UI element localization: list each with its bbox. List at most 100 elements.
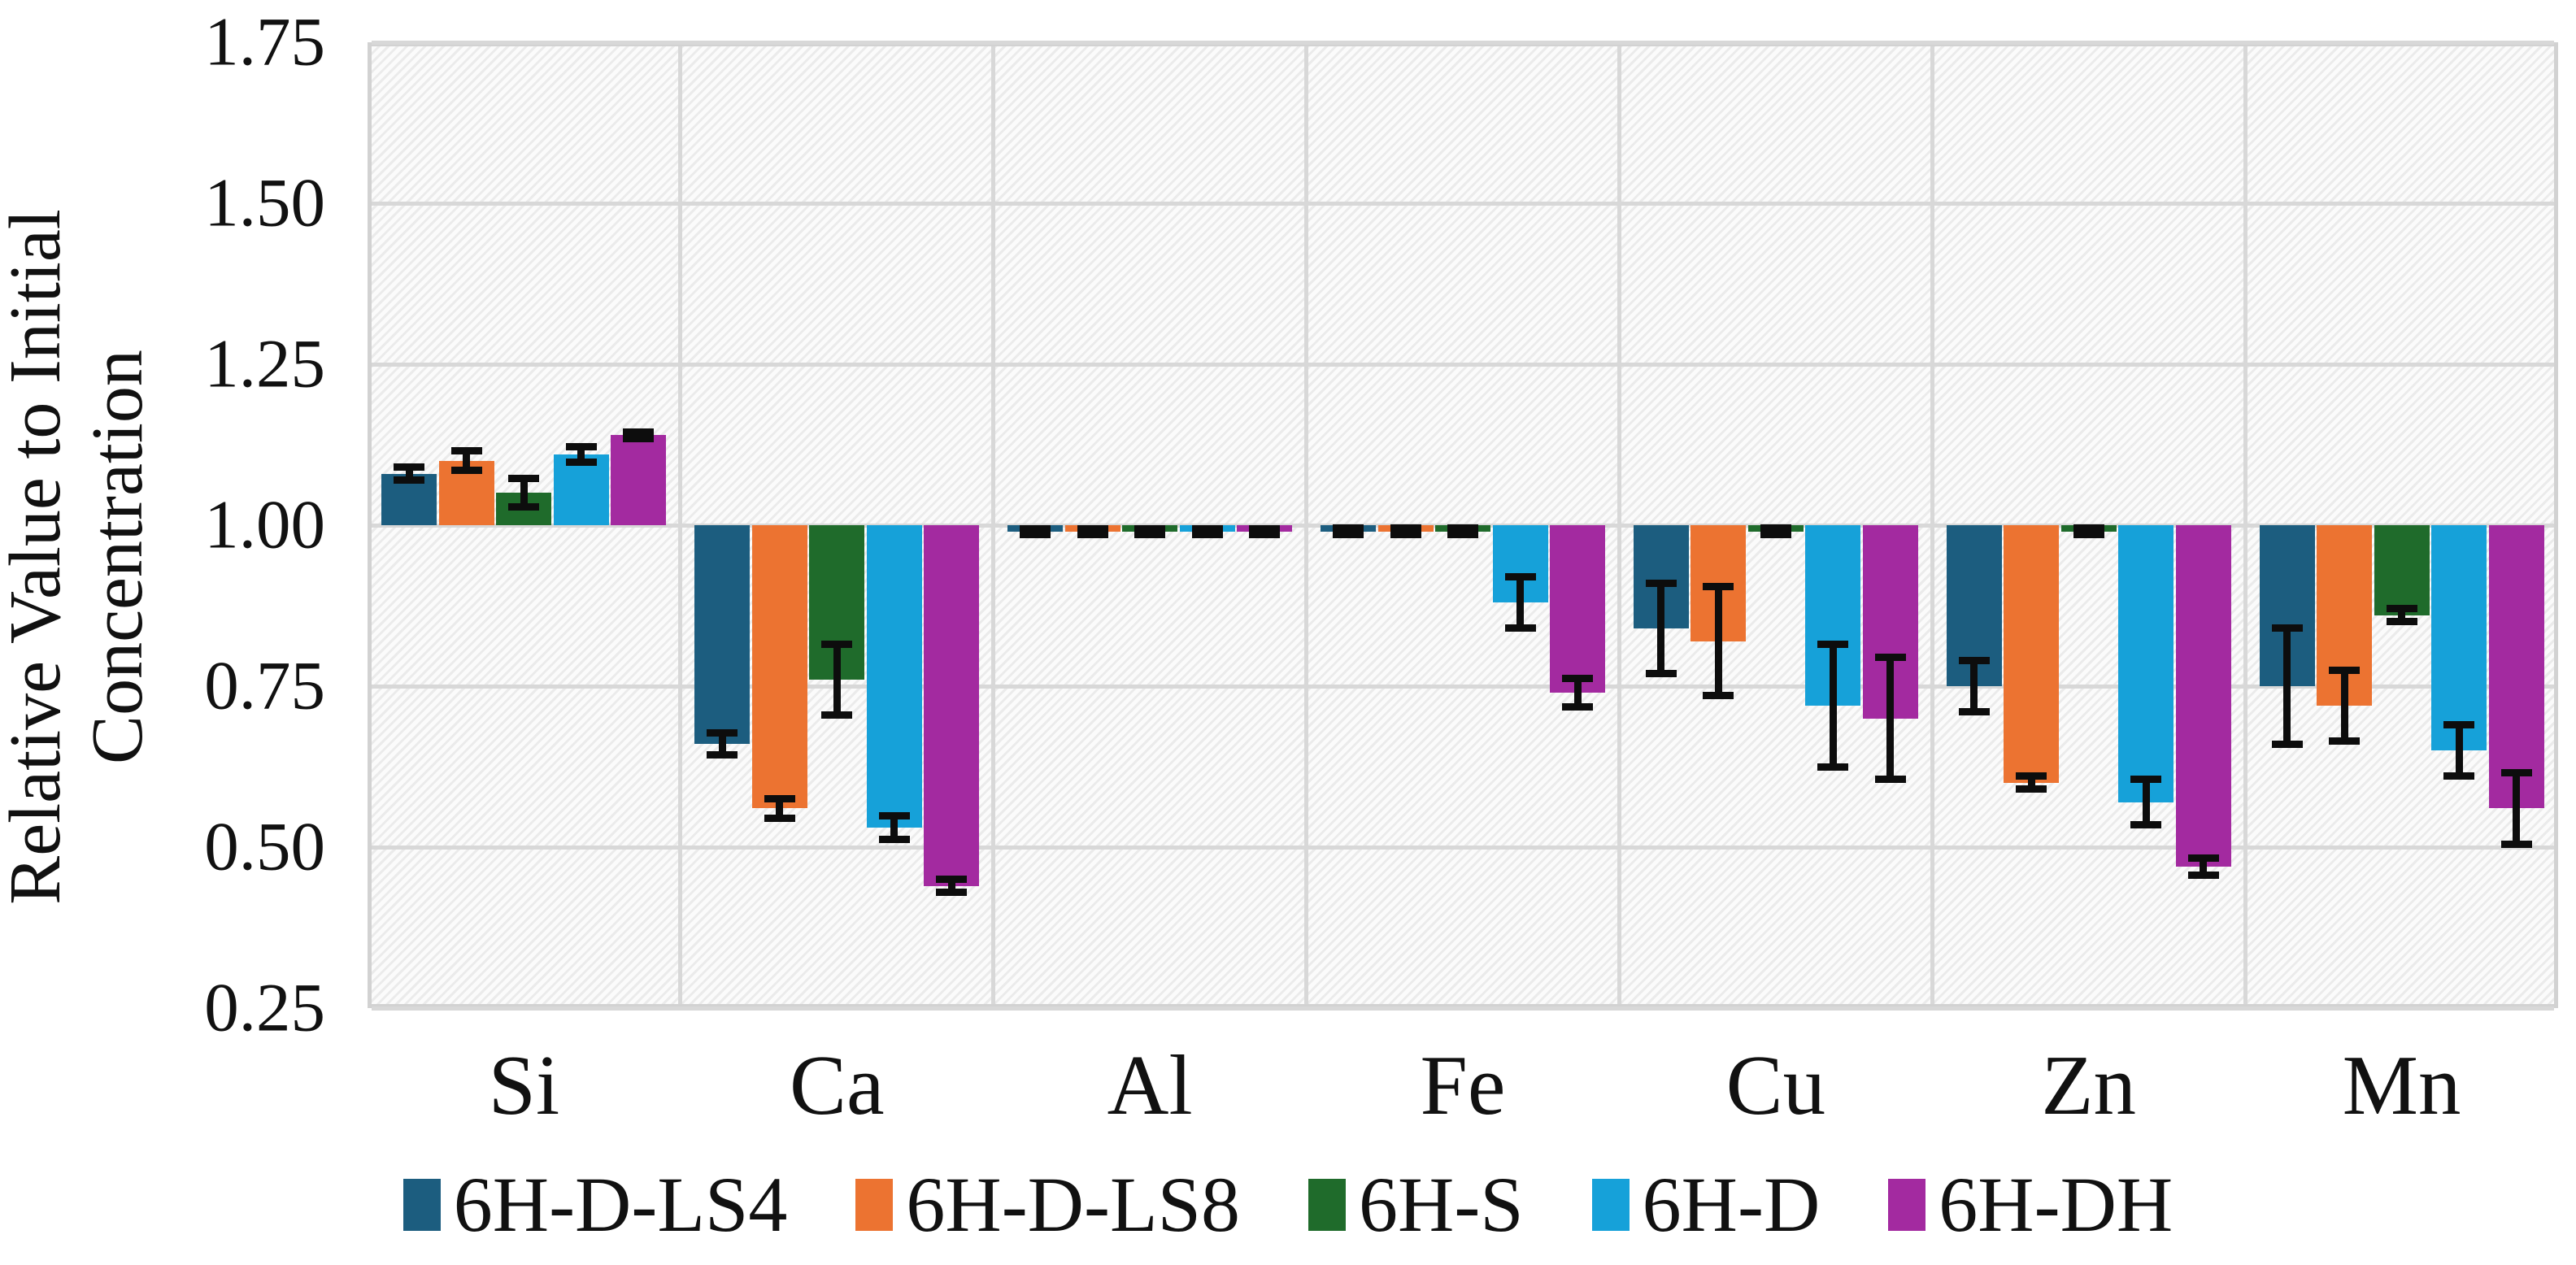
error-bar-cap: [936, 876, 968, 884]
error-bar-cap: [1191, 525, 1223, 533]
error-bar-cap: [394, 463, 425, 472]
error-bar-cap: [936, 888, 968, 896]
error-bar-cap: [764, 795, 795, 803]
error-bar-cap: [2500, 769, 2532, 777]
error-bar: [463, 450, 471, 471]
y-tick-label: 0.25: [204, 969, 325, 1046]
error-bar-cap: [1760, 524, 1791, 533]
v-gridline: [1930, 46, 1934, 1004]
legend-label: 6H-D-LS4: [453, 1161, 788, 1248]
error-bar-cap: [1249, 530, 1281, 538]
error-bar-cap: [1874, 653, 1906, 661]
error-bar-cap: [2130, 776, 2162, 784]
v-gridline: [1304, 46, 1309, 1004]
error-bar: [2340, 670, 2348, 741]
error-bar-cap: [707, 751, 738, 759]
x-category-label-zn: Zn: [2041, 1037, 2137, 1132]
error-bar-cap: [1645, 669, 1677, 677]
h-gridline: [372, 684, 2554, 689]
legend-item-6h-dh: 6H-DH: [1888, 1166, 2173, 1244]
x-category-label-al: Al: [1107, 1037, 1193, 1132]
error-bar-cap: [1874, 776, 1906, 784]
error-bar-cap: [2130, 820, 2162, 828]
error-bar-cap: [1333, 524, 1364, 533]
x-category-label-ca: Ca: [789, 1037, 885, 1132]
error-bar: [947, 879, 955, 893]
error-bar: [718, 732, 726, 755]
error-bar-cap: [878, 812, 910, 820]
error-bar-cap: [450, 447, 482, 455]
error-bar-cap: [878, 835, 910, 843]
bar-mn-6h-d: [2431, 525, 2487, 751]
error-bar-cap: [1562, 674, 1593, 682]
v-gridline: [2243, 46, 2247, 1004]
error-bar-cap: [2329, 737, 2361, 745]
legend-label: 6H-DH: [1939, 1161, 2174, 1248]
error-bar: [2200, 858, 2208, 876]
error-bar: [577, 446, 585, 463]
y-tick-label: 1.75: [204, 3, 325, 80]
error-bar-cap: [508, 475, 540, 483]
error-bar-cap: [1447, 524, 1478, 533]
error-bar-cap: [707, 729, 738, 737]
error-bar-cap: [2386, 605, 2417, 613]
error-bar-cap: [2187, 854, 2219, 862]
y-tick-label: 0.75: [204, 647, 325, 724]
error-bar-cap: [1703, 692, 1734, 700]
y-tick-label: 1.25: [204, 325, 325, 402]
error-bar-cap: [1562, 702, 1593, 711]
bar-zn-6h-d: [2118, 525, 2174, 802]
error-bar-cap: [2016, 785, 2047, 793]
error-bar-cap: [2443, 772, 2475, 780]
error-bar-cap: [1958, 708, 1990, 716]
error-bar: [2455, 724, 2463, 776]
plot-area: [368, 40, 2558, 1011]
bar-ca-6h-d-ls8: [751, 525, 807, 809]
legend-swatch-icon: [1888, 1179, 1926, 1231]
error-bar: [2513, 772, 2521, 845]
legend-item-6h-s: 6H-S: [1308, 1166, 1524, 1244]
error-bar-cap: [565, 442, 597, 450]
y-tick-label: 1.50: [204, 164, 325, 241]
v-gridline: [1617, 46, 1621, 1004]
h-gridline: [372, 1006, 2554, 1011]
x-category-label-fe: Fe: [1420, 1037, 1506, 1132]
error-bar-cap: [1447, 531, 1478, 539]
error-bar: [2398, 608, 2406, 622]
bar-ca-6h-d: [866, 525, 922, 828]
error-bar-cap: [1077, 530, 1108, 538]
error-bar: [833, 644, 841, 715]
error-bar-cap: [2073, 531, 2104, 539]
error-bar: [776, 798, 784, 819]
error-bar-cap: [1703, 582, 1734, 590]
x-category-label-si: Si: [488, 1037, 560, 1132]
bar-fe-6h-dh: [1550, 525, 1605, 693]
error-bar-cap: [1817, 641, 1849, 649]
error-bar-cap: [1249, 525, 1281, 533]
error-bar-cap: [1817, 763, 1849, 771]
error-bar: [890, 815, 899, 840]
error-bar: [1714, 586, 1722, 696]
v-gridline: [991, 46, 996, 1004]
legend-swatch-icon: [855, 1179, 894, 1231]
bar-zn-6h-d-ls8: [2004, 525, 2060, 783]
legend: 6H-D-LS4 6H-D-LS8 6H-S 6H-D 6H-DH: [0, 1156, 2576, 1254]
y-axis-title-line1: Relative Value to Initial: [0, 209, 76, 905]
error-bar-cap: [1504, 624, 1536, 632]
legend-label: 6H-D: [1642, 1161, 1821, 1248]
error-bar: [405, 467, 413, 480]
error-bar: [1829, 644, 1837, 767]
error-bar: [1573, 678, 1582, 707]
h-gridline: [372, 201, 2554, 206]
error-bar-cap: [1134, 525, 1166, 533]
error-bar: [2142, 779, 2150, 825]
error-bar-cap: [623, 434, 655, 442]
error-bar: [1657, 583, 1665, 674]
legend-item-6h-d: 6H-D: [1591, 1161, 1821, 1248]
error-bar-cap: [2386, 618, 2417, 626]
error-bar-cap: [2443, 721, 2475, 729]
error-bar: [2283, 628, 2291, 745]
error-bar: [1970, 660, 1978, 712]
error-bar-cap: [1077, 525, 1108, 533]
